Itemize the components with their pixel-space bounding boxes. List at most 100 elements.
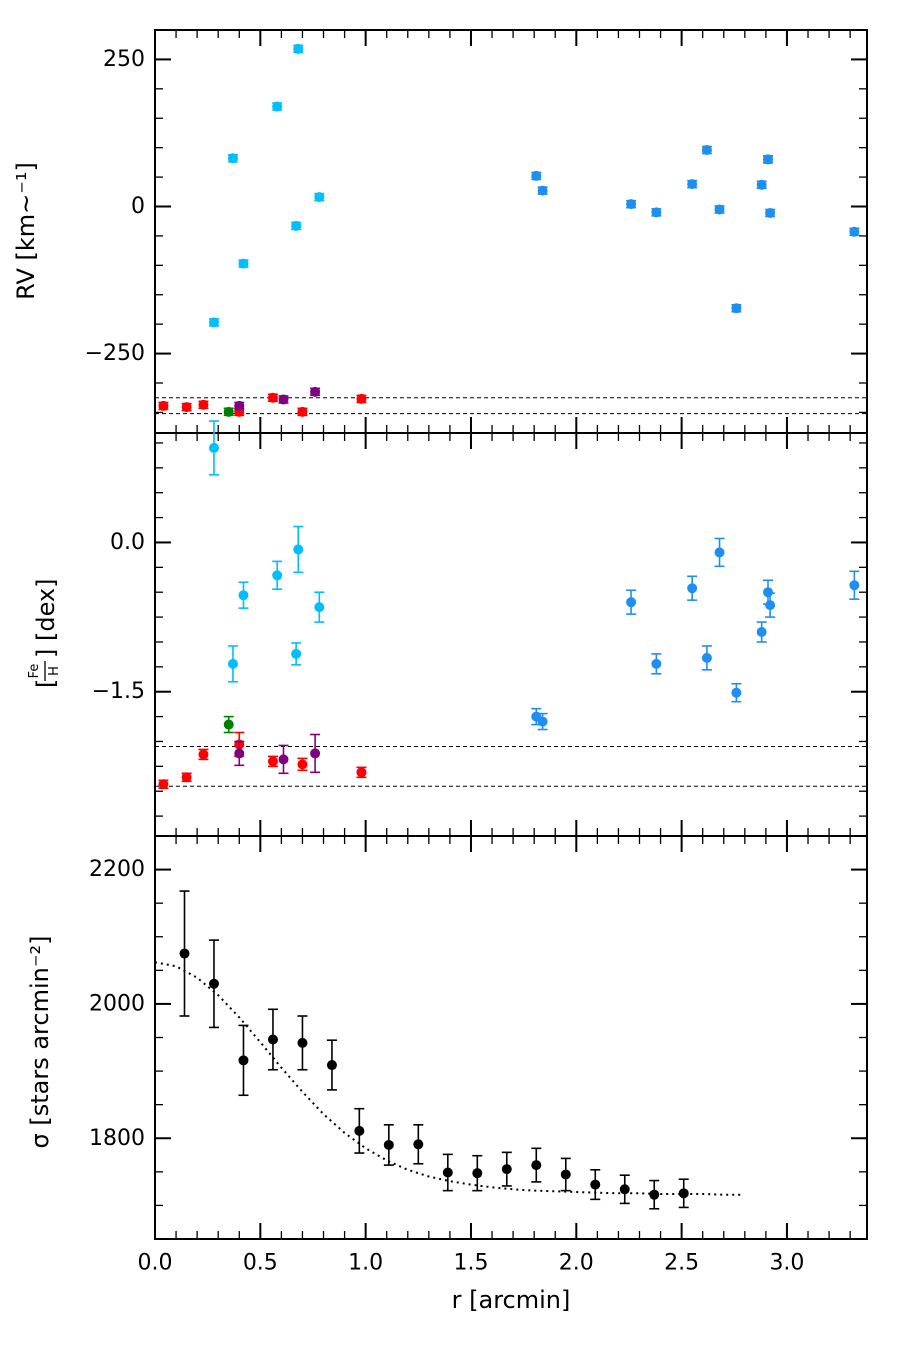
green-point: [223, 719, 234, 730]
outer-point: [756, 179, 767, 190]
x-axis-label: r [arcmin]: [452, 1286, 571, 1314]
outer-point: [765, 600, 776, 611]
outer-point: [714, 547, 725, 558]
density-point: [442, 1167, 453, 1178]
density-point: [208, 978, 219, 989]
y-tick-label: 2200: [89, 857, 145, 882]
x-tick-label: 0.0: [138, 1251, 173, 1276]
inner-point: [227, 658, 238, 669]
rv-points: [158, 43, 860, 417]
inner-point: [238, 590, 249, 601]
density-point: [354, 1125, 365, 1136]
density-point: [413, 1139, 424, 1150]
rv-axis-label: RV [km~⁻¹]: [12, 162, 40, 300]
purple-point: [234, 400, 245, 411]
outer-point: [765, 207, 776, 218]
member-point: [198, 399, 209, 410]
member-point: [198, 749, 209, 760]
density-point: [267, 1034, 278, 1045]
x-tick-label: 1.5: [453, 1251, 488, 1276]
x-tick-labels: 0.0 0.5 1.0 1.5 2.0 2.5 3.0: [138, 1251, 805, 1276]
purple-point: [310, 748, 321, 759]
outer-point: [651, 207, 662, 218]
outer-point: [731, 303, 742, 314]
outer-point: [626, 597, 637, 608]
member-point: [356, 393, 367, 404]
density-points: [179, 890, 689, 1210]
member-point: [181, 772, 192, 783]
inner-point: [314, 602, 325, 613]
inner-point: [227, 153, 238, 164]
outer-point: [701, 652, 712, 663]
member-point: [297, 406, 308, 417]
inner-point: [208, 442, 219, 453]
density-point: [678, 1188, 689, 1199]
purple-point: [310, 386, 321, 397]
outer-point: [701, 145, 712, 156]
y-tick-label: 0.0: [110, 530, 145, 555]
x-tick-label: 0.5: [243, 1251, 278, 1276]
feh-ticks: 0.0 −1.5: [92, 433, 867, 836]
density-axis-label: σ [stars arcmin⁻²]: [26, 936, 54, 1149]
density-point: [501, 1164, 512, 1175]
green-point: [223, 406, 234, 417]
member-point: [297, 759, 308, 770]
density-panel: 2200 2000 1800 σ [stars arcmin⁻²]: [26, 835, 868, 1240]
inner-point: [291, 648, 302, 659]
outer-point: [651, 658, 662, 669]
purple-point: [278, 394, 289, 405]
outer-point: [531, 170, 542, 181]
outer-point: [687, 179, 698, 190]
density-point: [179, 948, 190, 959]
rv-ticks: 250 0 −250: [85, 29, 867, 433]
feh-points: [158, 420, 860, 790]
x-tick-label: 1.0: [348, 1251, 383, 1276]
density-point: [472, 1168, 483, 1179]
member-point: [181, 402, 192, 413]
density-point: [238, 1055, 249, 1066]
x-tick-label: 2.5: [664, 1251, 699, 1276]
outer-point: [537, 716, 548, 727]
member-point: [267, 392, 278, 403]
y-tick-label: −1.5: [92, 679, 145, 704]
rv-panel: 250 0 −250 RV [km~⁻¹]: [12, 29, 868, 434]
density-point: [560, 1169, 571, 1180]
outer-point: [731, 687, 742, 698]
inner-point: [272, 101, 283, 112]
outer-point: [762, 587, 773, 598]
member-point: [158, 400, 169, 411]
density-point: [326, 1060, 337, 1071]
x-tick-label: 2.0: [559, 1251, 594, 1276]
density-point: [297, 1037, 308, 1048]
inner-point: [314, 192, 325, 203]
y-tick-label: 2000: [89, 991, 145, 1016]
outer-point: [849, 226, 860, 237]
rv-frame: [154, 29, 868, 434]
inner-point: [208, 317, 219, 328]
outer-point: [626, 199, 637, 210]
inner-point: [293, 43, 304, 54]
feh-label-unit: ] [dex]: [32, 579, 60, 659]
member-point: [158, 779, 169, 790]
feh-axis-label: [ Fe H ] [dex]: [27, 579, 62, 689]
outer-point: [714, 204, 725, 215]
purple-point: [234, 748, 245, 759]
purple-point: [278, 754, 289, 765]
outer-point: [849, 580, 860, 591]
member-point: [267, 756, 278, 767]
density-point: [619, 1184, 630, 1195]
outer-point: [762, 154, 773, 165]
y-tick-label: 1800: [89, 1126, 145, 1151]
inner-point: [272, 570, 283, 581]
outer-point: [537, 185, 548, 196]
feh-label-denominator: H: [47, 666, 62, 676]
outer-point: [756, 627, 767, 638]
inner-point: [293, 544, 304, 555]
inner-point: [291, 220, 302, 231]
density-frame: [154, 835, 868, 1240]
y-tick-label: 0: [131, 194, 145, 219]
member-point: [356, 767, 367, 778]
y-tick-label: −250: [85, 341, 145, 366]
density-point: [590, 1179, 601, 1190]
